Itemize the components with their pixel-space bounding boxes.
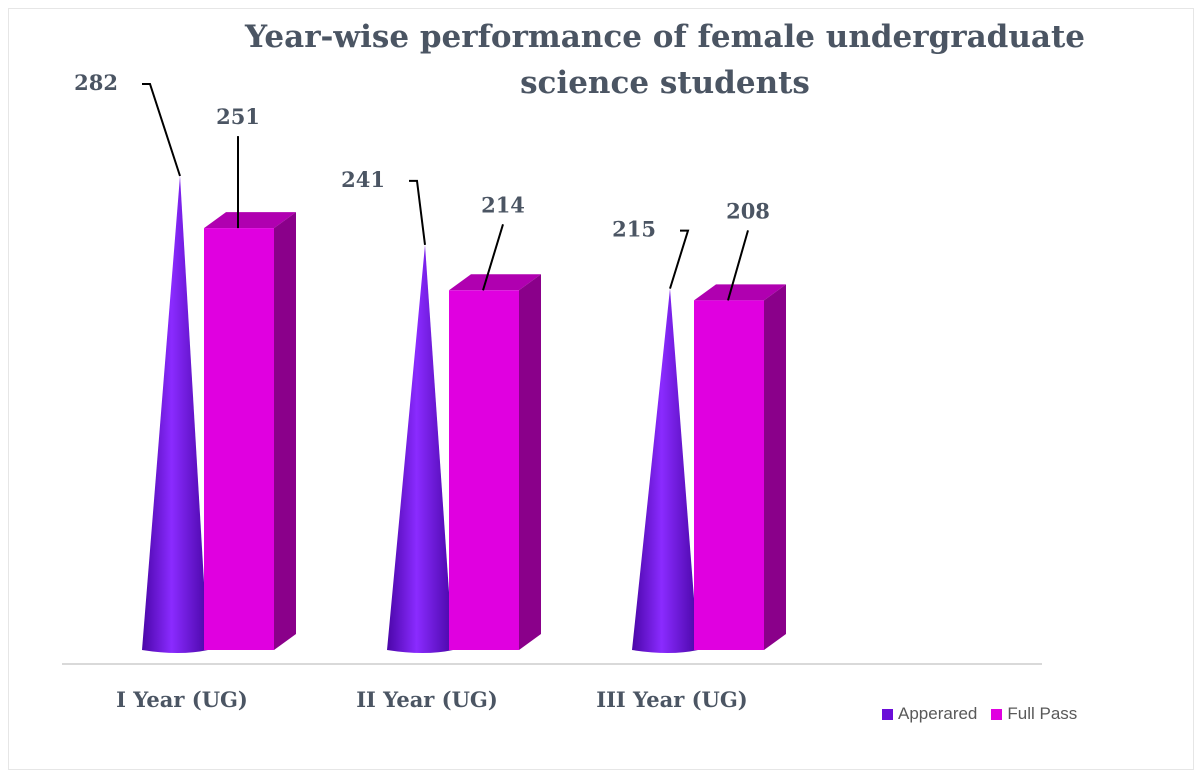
legend-item-appeared: Apperared	[882, 704, 977, 724]
legend-swatch-appeared	[882, 708, 893, 720]
bar-full-pass-top	[449, 274, 541, 291]
bar-appeared	[142, 176, 208, 653]
bar-full-pass	[204, 228, 274, 650]
chart-title: Year-wise performance of female undergra…	[244, 19, 1086, 101]
bar-full-pass	[449, 290, 519, 650]
x-tick-label: III Year (UG)	[596, 687, 747, 712]
bar-appeared	[632, 288, 698, 653]
legend-swatch-full-pass	[991, 708, 1003, 720]
x-tick-label: II Year (UG)	[356, 687, 498, 712]
leader-line-appeared	[409, 179, 426, 246]
bar-full-pass-side	[519, 274, 541, 650]
data-label-full-pass: 214	[481, 192, 525, 217]
legend-label-full-pass: Full Pass	[1007, 704, 1078, 723]
x-tick-label: I Year (UG)	[116, 687, 248, 712]
bar-full-pass-side	[274, 212, 296, 650]
leader-line-appeared	[669, 229, 690, 289]
data-label-full-pass: 208	[726, 198, 770, 223]
legend-item-full-pass: Full Pass	[991, 704, 1077, 724]
bar-full-pass-top	[204, 212, 296, 229]
legend: Apperared Full Pass	[882, 704, 1077, 724]
bar-appeared	[387, 244, 453, 653]
data-label-appeared: 215	[612, 217, 656, 242]
data-label-full-pass: 251	[216, 104, 260, 129]
data-label-appeared: 241	[341, 167, 385, 192]
legend-label-appeared: Apperared	[898, 704, 978, 723]
leader-line-full-pass	[482, 224, 504, 291]
bar-full-pass-side	[764, 284, 786, 650]
bar-full-pass	[694, 300, 764, 650]
data-label-appeared: 282	[74, 70, 118, 95]
leader-line-appeared	[142, 83, 181, 177]
bar-full-pass-top	[694, 284, 786, 301]
leader-line-full-pass	[727, 230, 749, 301]
